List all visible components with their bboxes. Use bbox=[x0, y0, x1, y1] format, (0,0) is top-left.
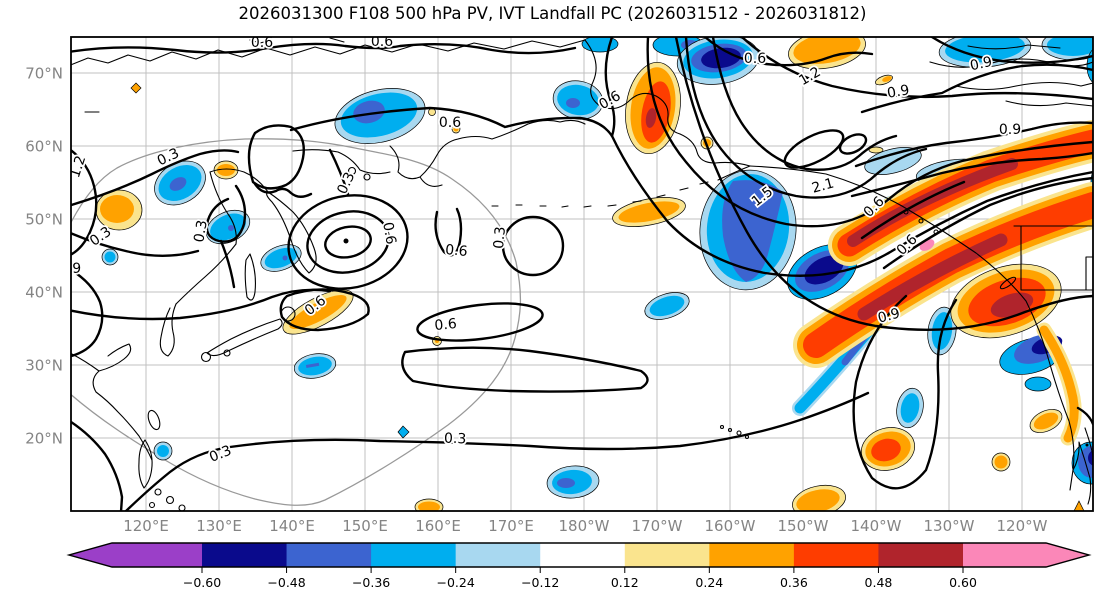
contour-label: 0.6 bbox=[371, 34, 393, 50]
colorbar-tick-label: 0.24 bbox=[695, 575, 723, 590]
colorbar-segment bbox=[371, 543, 457, 567]
colorbar-segment bbox=[202, 543, 288, 567]
figure-title: 2026031300 F108 500 hPa PV, IVT Landfall… bbox=[238, 4, 867, 23]
lat-tick-label: 60°N bbox=[25, 138, 63, 156]
plot-border bbox=[70, 36, 1094, 512]
lat-tick-label: 40°N bbox=[25, 284, 63, 302]
lon-tick-label: 170°W bbox=[632, 517, 683, 535]
lon-tick-label: 150°W bbox=[778, 517, 829, 535]
lat-tick-label: 20°N bbox=[25, 430, 63, 448]
colorbar-tick-label: −0.24 bbox=[437, 575, 475, 590]
contour-label: 0.3 bbox=[491, 226, 509, 250]
colorbar-tick-label: −0.48 bbox=[267, 575, 305, 590]
lon-tick-label: 170°E bbox=[488, 517, 534, 535]
closed-low-bullseye bbox=[287, 148, 409, 290]
colorbar-tick-label: −0.36 bbox=[352, 575, 390, 590]
coastlines bbox=[71, 37, 1093, 511]
contour-label: 0.9 bbox=[886, 82, 911, 102]
contour-label: 0.3 bbox=[444, 431, 467, 448]
colorbar-segment bbox=[624, 543, 710, 567]
lon-tick-label: 160°E bbox=[415, 517, 461, 535]
lon-tick-label: 160°W bbox=[705, 517, 756, 535]
colorbar-segment bbox=[286, 543, 372, 567]
lon-tick-label: 140°W bbox=[851, 517, 902, 535]
pv-contours bbox=[71, 37, 1093, 511]
lon-tick-label: 180°W bbox=[559, 517, 610, 535]
contour-label: 0.6 bbox=[379, 221, 399, 246]
colorbar-extend-right bbox=[963, 543, 1089, 567]
contour-label: 0.9 bbox=[999, 122, 1021, 138]
contour-label: 0.6 bbox=[445, 242, 469, 260]
lon-tick-label: 140°E bbox=[269, 517, 315, 535]
lon-tick-label: 130°W bbox=[924, 517, 975, 535]
contour-label: 0.6 bbox=[744, 51, 766, 67]
lon-tick-label: 120°W bbox=[997, 517, 1048, 535]
contour-label: 0.9 bbox=[969, 54, 994, 74]
contour-label: 0.3 bbox=[191, 219, 211, 244]
colorbar-tick-label: 0.36 bbox=[780, 575, 808, 590]
colorbar-tick-label: 0.60 bbox=[949, 575, 977, 590]
contour-label: 0.6 bbox=[251, 35, 273, 51]
lat-tick-labels: 70°N 60°N 50°N 40°N 30°N 20°N bbox=[25, 65, 63, 448]
contour-label: 0.6 bbox=[434, 316, 458, 334]
lon-tick-label: 150°E bbox=[342, 517, 388, 535]
colorbar-tick-label: −0.60 bbox=[183, 575, 221, 590]
lon-tick-label: 120°E bbox=[123, 517, 169, 535]
lon-tick-label: 130°E bbox=[196, 517, 242, 535]
colorbar-tick-label: 0.12 bbox=[611, 575, 639, 590]
lat-tick-label: 70°N bbox=[25, 65, 63, 83]
colorbar-segment bbox=[878, 543, 964, 567]
contour-label: 0.9 bbox=[59, 261, 81, 277]
colorbar-tick-label: 0.48 bbox=[865, 575, 893, 590]
colorbar-segment bbox=[540, 543, 626, 567]
colorbar-tick-label: −0.12 bbox=[521, 575, 559, 590]
colorbar-segment bbox=[709, 543, 795, 567]
colorbar-extend-left bbox=[69, 543, 202, 567]
colorbar-outline bbox=[66, 542, 1092, 568]
lat-tick-label: 50°N bbox=[25, 211, 63, 229]
colorbar-segment bbox=[455, 543, 541, 567]
contour-label: 2.1 bbox=[810, 176, 836, 197]
contour-label: 0.6 bbox=[439, 115, 461, 131]
colorbar-segment bbox=[793, 543, 879, 567]
colorbar: −0.60 −0.48 −0.36 −0.24 −0.12 0.12 0.24 0.36 0.4… bbox=[66, 542, 1092, 590]
lat-tick-label: 30°N bbox=[25, 357, 63, 375]
lon-tick-labels: 120°E 130°E 140°E 150°E 160°E 170°E 180°W 170°W… bbox=[123, 517, 1047, 535]
